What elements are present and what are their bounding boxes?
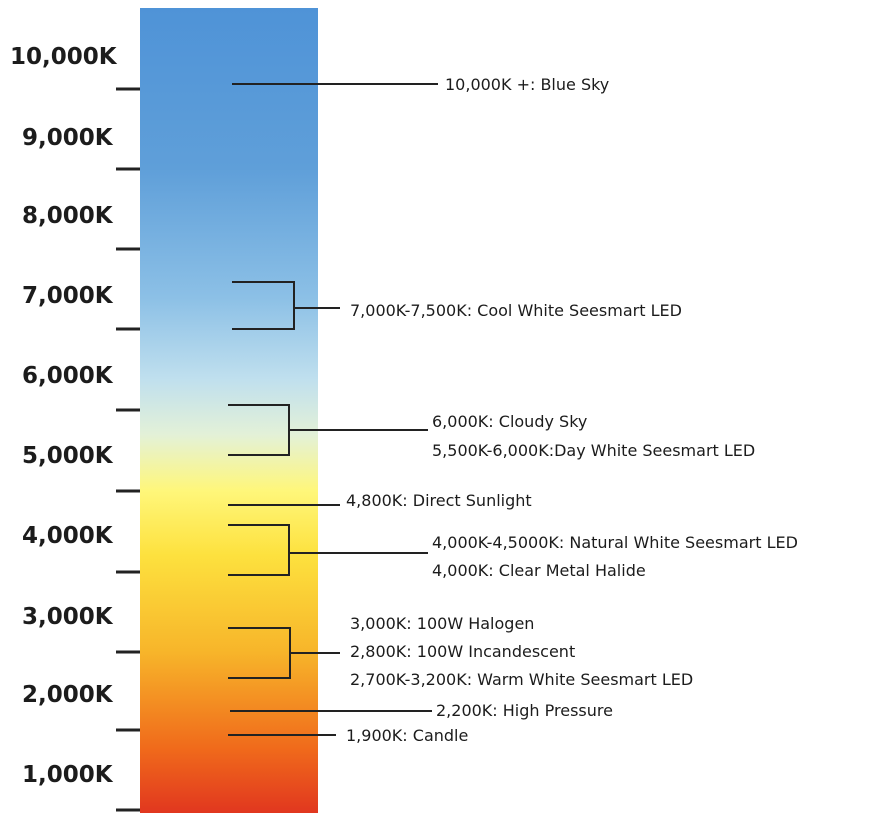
annotation-cloudy-day-white: 6,000K: Cloudy Sky 5,500K-6,000K:Day Whi… (228, 404, 755, 460)
scale-label-7000: 7,000K (22, 283, 114, 309)
bracket (228, 627, 340, 679)
bracket (228, 524, 428, 576)
scale-label-3000: 3,000K (22, 604, 114, 630)
scale-label-5000: 5,000K (22, 443, 114, 469)
scale-label-8000: 8,000K (22, 203, 114, 229)
scale-labels: 10,000K 9,000K 8,000K 7,000K 6,000K 5,00… (10, 44, 118, 788)
annotation-text: 10,000K +: Blue Sky (445, 75, 609, 94)
annotation-text: 2,700K-3,200K: Warm White Seesmart LED (350, 670, 693, 689)
annotation-candle: 1,900K: Candle (228, 726, 468, 745)
annotation-natural-white-metal-halide: 4,000K-4,5000K: Natural White Seesmart L… (228, 524, 798, 580)
annotation-text: 2,800K: 100W Incandescent (350, 642, 575, 661)
annotation-text: 5,500K-6,000K:Day White Seesmart LED (432, 441, 755, 460)
annotation-text: 4,800K: Direct Sunlight (346, 491, 532, 510)
color-temperature-bar (140, 8, 318, 813)
scale-label-2000: 2,000K (22, 682, 114, 708)
annotation-cool-white: 7,000K-7,500K: Cool White Seesmart LED (232, 281, 682, 330)
bracket (232, 281, 340, 330)
annotation-text: 7,000K-7,500K: Cool White Seesmart LED (350, 301, 682, 320)
scale-label-6000: 6,000K (22, 363, 114, 389)
annotation-high-pressure: 2,200K: High Pressure (230, 701, 613, 720)
annotation-blue-sky: 10,000K +: Blue Sky (232, 75, 609, 94)
scale-ticks (116, 87, 140, 812)
annotation-text: 4,000K-4,5000K: Natural White Seesmart L… (432, 533, 798, 552)
scale-label-10000: 10,000K (10, 44, 118, 70)
annotation-direct-sunlight: 4,800K: Direct Sunlight (228, 491, 532, 510)
scale-label-9000: 9,000K (22, 125, 114, 151)
annotation-text: 3,000K: 100W Halogen (350, 614, 534, 633)
bracket (228, 404, 428, 456)
annotation-text: 2,200K: High Pressure (436, 701, 613, 720)
annotation-text: 4,000K: Clear Metal Halide (432, 561, 646, 580)
annotation-text: 1,900K: Candle (346, 726, 468, 745)
annotation-text: 6,000K: Cloudy Sky (432, 412, 587, 431)
scale-label-1000: 1,000K (22, 762, 114, 788)
annotation-halogen-incandescent-warm: 3,000K: 100W Halogen 2,800K: 100W Incand… (228, 614, 693, 689)
scale-label-4000: 4,000K (22, 523, 114, 549)
